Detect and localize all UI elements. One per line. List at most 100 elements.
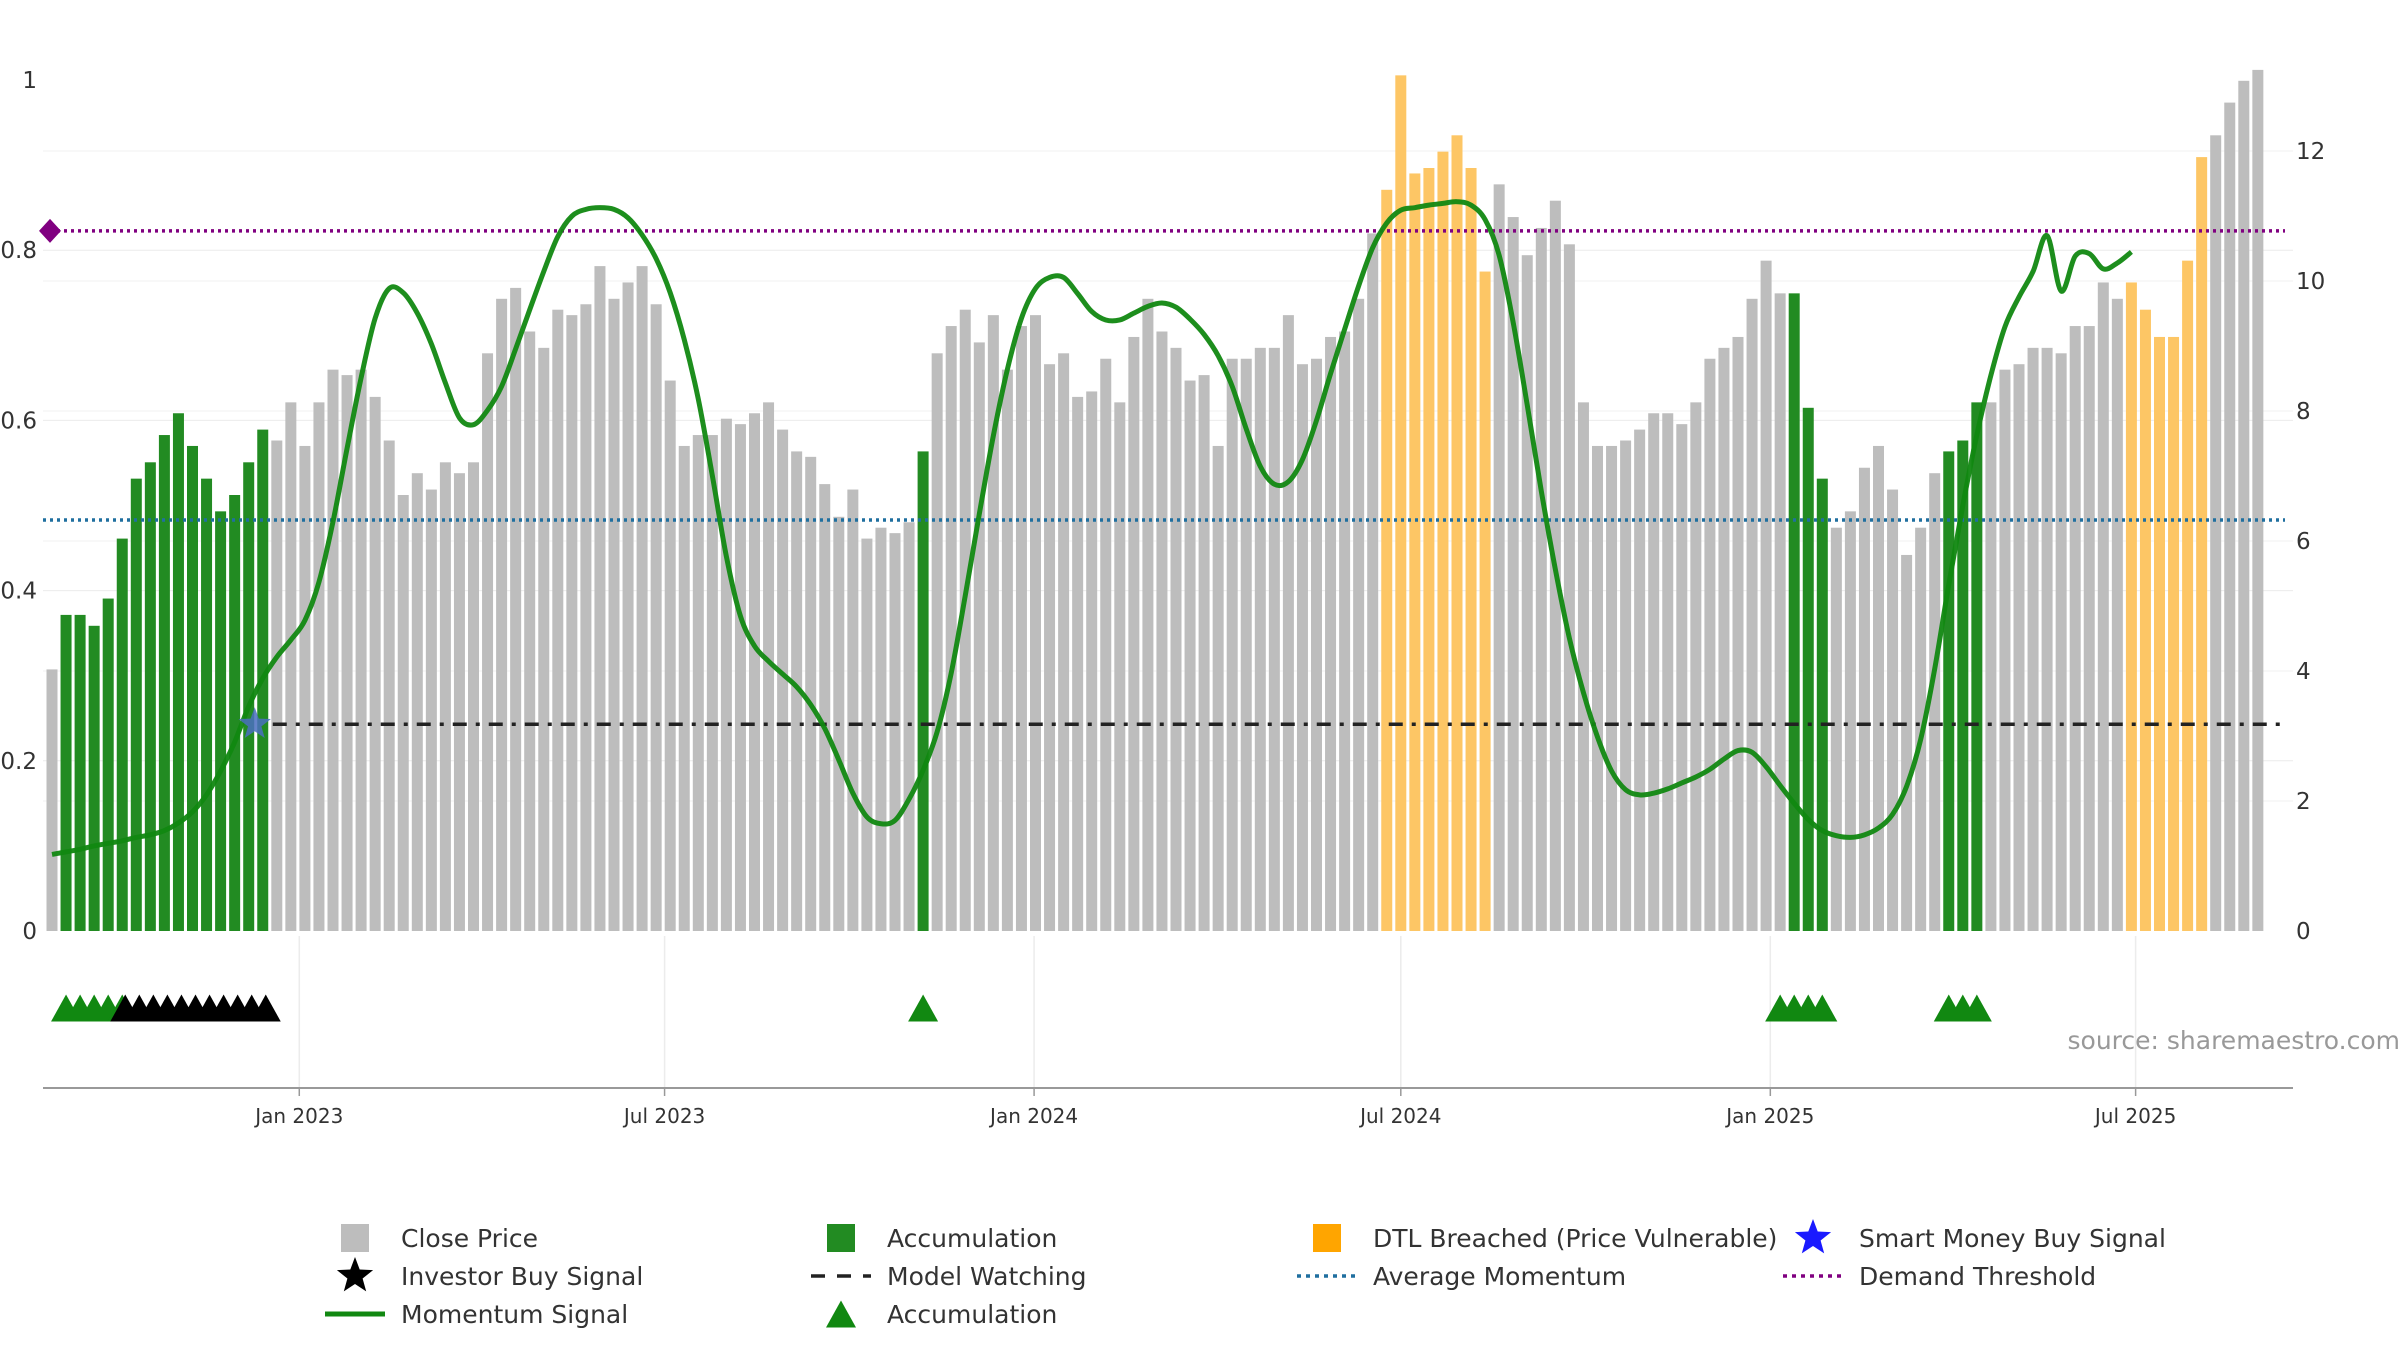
close-price-bar [341,375,353,932]
legend-label: Demand Threshold [1859,1262,2096,1291]
y-right-tick-label: 12 [2296,139,2325,165]
close-price-bar [1170,347,1182,932]
close-price-bar [875,527,887,931]
close-price-bar [819,484,831,931]
close-price-bar [285,402,297,932]
accumulation-bar [130,478,142,931]
dtl-breached-bar [2154,336,2165,931]
accumulation-triangle-marker [908,994,939,1022]
close-price-bar [805,456,817,931]
close-price-bar [482,353,494,931]
legend-label: Investor Buy Signal [401,1262,643,1291]
close-price-bar [1718,347,1730,932]
close-price-bar [889,533,901,931]
close-price-bar [580,304,592,931]
accumulation-triangle-marker [1961,994,1992,1022]
legend-label: Model Watching [887,1262,1087,1291]
dtl-breached-bar [1479,271,1491,931]
close-price-bar [1226,358,1238,931]
y-left-tick-label: 0.2 [0,749,37,775]
close-price-bar [425,489,437,931]
close-price-bar [1620,440,1632,931]
close-price-bar [397,495,409,931]
legend-label: Smart Money Buy Signal [1859,1224,2166,1253]
close-price-bar [524,331,536,931]
y-left-tick-label: 0 [22,919,37,945]
close-price-bar [1887,489,1899,931]
close-price-bar [2097,282,2109,931]
x-tick-label: Jan 2024 [988,1104,1078,1128]
accumulation-bar [243,462,255,931]
y-left-tick-label: 1 [22,68,37,94]
close-price-bar [1240,358,1252,931]
close-price-bar [791,451,803,931]
close-price-bar [1873,445,1884,931]
close-price-bar [1044,364,1056,931]
close-price-bar [861,538,873,931]
close-price-bar [1634,429,1646,931]
close-price-bar [271,440,283,931]
close-price-bar [355,369,367,931]
y-left-tick-label: 0.4 [0,579,37,605]
close-price-bar [622,282,634,931]
close-price-bar [636,266,648,932]
close-price-bar [496,298,508,931]
close-price-bar [1760,260,1772,931]
close-price-bar [2041,347,2053,932]
close-price-bar [468,462,479,931]
smart-money-buy-star [238,707,271,738]
close-price-bar [1690,402,1702,932]
demand-threshold-marker [39,218,61,243]
close-price-bar [1128,336,1140,931]
close-price-bar [1325,336,1337,931]
legend-label: DTL Breached (Price Vulnerable) [1373,1224,1777,1253]
close-price-bar [1015,326,1027,931]
accumulation-bar [60,614,72,931]
source-label: source: sharemaestro.com [2068,1026,2400,1055]
close-price-bar [2224,102,2236,932]
close-price-bar [1030,315,1041,931]
x-tick-label: Jul 2025 [2093,1104,2176,1128]
close-price-bar [313,402,325,932]
close-price-bar [2069,326,2081,931]
accumulation-bar [88,625,100,931]
close-price-bar [678,445,690,931]
close-price-bar [383,440,395,931]
close-price-bar [1156,331,1168,931]
accumulation-bar [1788,293,1800,932]
close-price-bar [1114,402,1126,932]
close-price-bar [1901,554,1913,931]
close-price-bar [2252,69,2264,931]
dtl-breached-bar [1381,189,1393,932]
legend-swatch-square [341,1224,369,1252]
accumulation-bar [158,435,170,931]
close-price-bar [2111,298,2123,931]
accumulation-bar [1816,478,1828,931]
close-price-bar [2238,80,2250,932]
close-price-bar [1058,353,1070,931]
close-price-bar [720,418,732,931]
y-right-tick-label: 0 [2296,919,2311,945]
close-price-bar [538,347,550,932]
reference-lines [39,218,2285,726]
accumulation-bar [102,598,114,931]
close-price-bar [1985,402,1997,932]
close-price-bar [608,298,620,931]
dtl-breached-bar [2125,282,2137,931]
close-price-bar [2210,135,2222,932]
close-price-bar [1858,467,1870,931]
accumulation-bar [187,445,198,931]
signal-markers [51,994,1992,1022]
close-price-bar [1746,298,1758,931]
accumulation-bar [172,413,184,931]
legend-swatch-triangle [826,1300,856,1328]
close-price-bar [1577,402,1589,932]
close-price-bar [903,522,915,931]
close-price-bar [1929,473,1941,931]
dtl-breached-bar [1395,75,1407,932]
momentum-signal-line [51,199,2133,857]
dtl-breached-bar [1437,151,1449,931]
dtl-breached-bar [1465,168,1477,931]
accumulation-bar [1943,451,1955,931]
